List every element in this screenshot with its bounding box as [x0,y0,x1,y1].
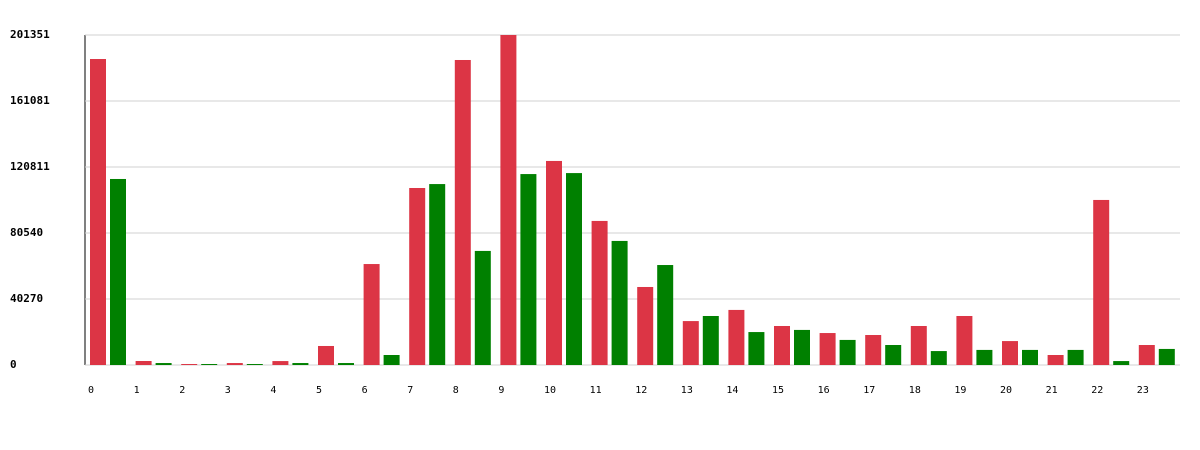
x-tick-label: 0 [88,385,94,396]
bar [338,363,354,365]
bar [930,351,947,365]
x-tick-label: 6 [362,385,368,396]
bar [865,335,882,365]
bar [155,363,172,365]
x-tick-label: 8 [453,385,459,396]
bar [976,349,993,365]
bar [910,325,927,365]
bar [409,187,426,365]
bar [1067,349,1084,365]
bar [429,184,446,365]
bar [728,309,745,365]
bar [110,178,126,365]
bar [201,364,218,365]
y-tick-label: 80540 [10,226,43,239]
bar [566,173,582,365]
y-tick-label: 161081 [10,94,50,107]
bar [819,333,836,365]
x-tick-label: 15 [772,385,784,396]
x-tick-label: 5 [316,385,322,396]
x-tick-label: 12 [635,385,647,396]
x-tick-label: 2 [179,385,185,396]
x-tick-label: 16 [818,385,830,396]
bar [318,345,334,365]
bar [682,321,699,365]
x-tick-label: 14 [726,385,738,396]
x-tick-label: 19 [954,385,966,396]
x-tick-label: 17 [863,385,875,396]
x-tick-label: 7 [407,385,413,396]
x-tick-label: 11 [590,385,602,396]
x-tick-label: 20 [1000,385,1012,396]
x-tick-label: 3 [225,385,231,396]
x-tick-label: 13 [681,385,693,396]
bar [839,339,856,365]
bar [611,240,628,365]
bar [657,265,674,365]
bar [1022,349,1038,365]
x-tick-label: 18 [909,385,921,396]
y-tick-label: 0 [10,358,17,371]
bar [474,250,491,365]
bar [774,325,790,365]
bar [591,220,608,365]
y-tick-label: 40270 [10,292,43,305]
bar [885,345,902,365]
x-tick-label: 9 [498,385,504,396]
bar [794,329,810,365]
bar [1113,361,1130,365]
y-tick-label: 201351 [10,28,50,41]
bar [383,355,400,365]
bar [637,286,654,365]
bar [546,160,562,365]
bar [226,363,243,365]
bar [90,59,106,365]
x-tick-label: 22 [1091,385,1103,396]
bar [1002,341,1018,365]
bar [520,174,537,365]
bar [500,35,517,365]
x-tick-label: 4 [270,385,276,396]
bar [748,332,765,365]
bar [272,361,289,365]
bar [454,59,471,366]
bar [1093,199,1110,365]
x-tick-label: 23 [1137,385,1149,396]
bar [135,361,152,365]
bar [181,364,198,365]
bar [702,315,719,365]
bar [956,315,973,365]
x-tick-label: 21 [1046,385,1058,396]
y-tick-label: 120811 [10,160,50,173]
bar [1047,355,1064,365]
bar [1158,348,1175,365]
x-tick-label: 10 [544,385,556,396]
bar [363,264,380,365]
bar [292,363,309,365]
bar [246,364,263,365]
x-tick-label: 1 [134,385,140,396]
bar [1138,345,1155,365]
